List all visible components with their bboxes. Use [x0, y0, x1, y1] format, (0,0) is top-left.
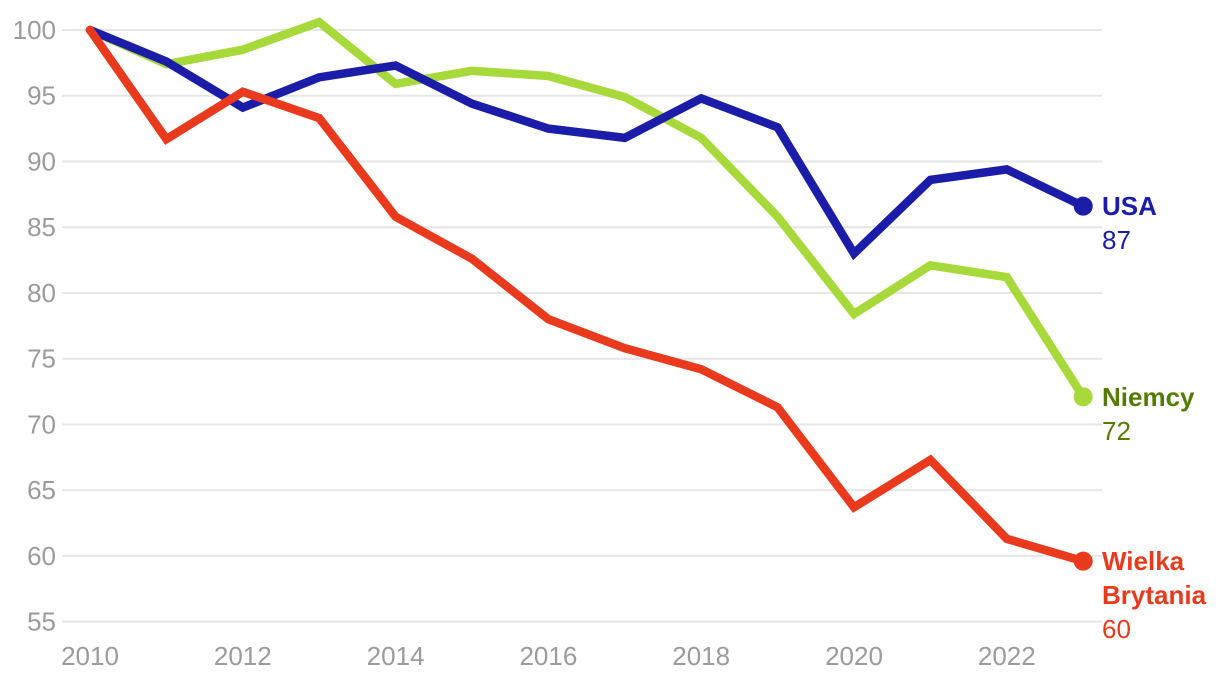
- y-tick-label: 60: [27, 541, 56, 571]
- series-name: Wielka Brytania: [1102, 546, 1207, 611]
- series-line-niemcy[interactable]: [85, 17, 1088, 402]
- x-tick-label: 2022: [978, 641, 1036, 671]
- y-tick-label: 55: [27, 607, 56, 637]
- series-line-usa[interactable]: [85, 25, 1088, 261]
- series-value: 87: [1102, 225, 1131, 256]
- series-end-dot-wielka-brytania[interactable]: [1073, 551, 1093, 571]
- y-tick-label: 80: [27, 278, 56, 308]
- series-end-dot-niemcy[interactable]: [1073, 387, 1093, 407]
- series-line-wielka-brytania[interactable]: [85, 25, 1088, 566]
- y-tick-label: 90: [27, 146, 56, 176]
- series-name: USA: [1102, 191, 1157, 222]
- series-name: Niemcy: [1102, 381, 1195, 412]
- y-tick-label: 65: [27, 475, 56, 505]
- x-tick-label: 2020: [825, 641, 883, 671]
- series-end-dot-usa[interactable]: [1073, 196, 1093, 216]
- series-value: 60: [1102, 614, 1131, 645]
- series-label-niemcy: Niemcy 72: [1102, 380, 1220, 448]
- y-tick-label: 85: [27, 212, 56, 242]
- series-value: 72: [1102, 415, 1131, 446]
- y-tick-label: 95: [27, 81, 56, 111]
- x-tick-label: 2016: [519, 641, 577, 671]
- series-label-usa: USA 87: [1102, 189, 1220, 257]
- y-tick-label: 70: [27, 409, 56, 439]
- y-tick-label: 100: [13, 15, 56, 45]
- x-tick-label: 2010: [61, 641, 119, 671]
- x-tick-label: 2012: [214, 641, 272, 671]
- series-label-wielka-brytania: Wielka Brytania 60: [1102, 544, 1220, 646]
- y-tick-label: 75: [27, 344, 56, 374]
- x-tick-label: 2018: [672, 641, 730, 671]
- x-tick-label: 2014: [367, 641, 425, 671]
